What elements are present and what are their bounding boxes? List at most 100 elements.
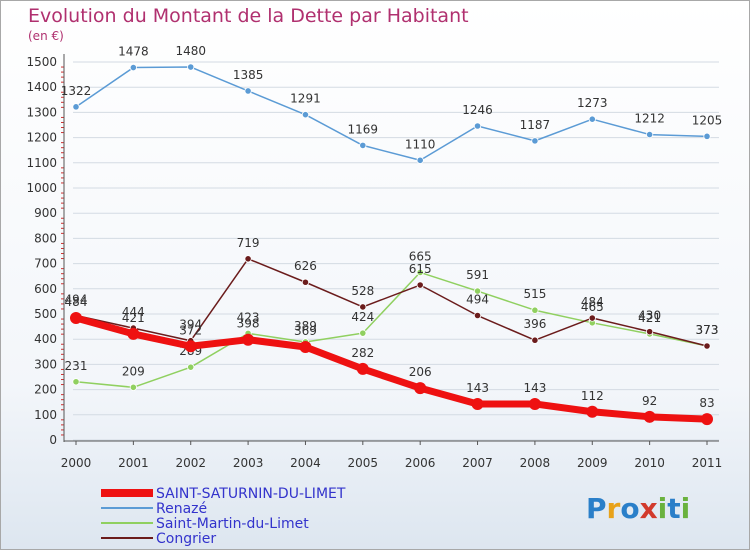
data-label: 112 (581, 389, 604, 403)
x-tick-label: 2004 (290, 456, 321, 470)
x-tick-label: 2007 (462, 456, 493, 470)
data-point (416, 156, 424, 164)
data-point (184, 340, 197, 353)
data-label: 1291 (290, 92, 321, 106)
y-tick-label: 1200 (26, 131, 57, 145)
data-label: 373 (696, 323, 719, 337)
series-line (75, 271, 708, 389)
data-label: 83 (699, 396, 714, 410)
data-point (473, 311, 482, 320)
data-label: 1110 (405, 137, 436, 151)
y-tick-label: 1100 (26, 156, 57, 170)
data-point (187, 363, 195, 371)
data-point (359, 303, 367, 311)
y-tick-label: 800 (34, 231, 57, 245)
y-tick-label: 900 (34, 206, 57, 220)
x-tick-label: 2008 (520, 456, 551, 470)
data-label: 615 (409, 262, 432, 276)
logo-letter: P (586, 492, 607, 525)
y-tick-label: 0 (49, 433, 57, 447)
data-label: 143 (523, 381, 546, 395)
data-point (242, 333, 255, 346)
series-0: 484 421 372 398 369 282 206 143 143 112 92 83 (65, 295, 715, 426)
data-point (416, 281, 424, 289)
data-point (703, 132, 711, 140)
data-point (414, 382, 427, 395)
series-line (75, 258, 708, 347)
data-point (187, 63, 195, 71)
data-label: 369 (294, 324, 317, 338)
data-label: 398 (237, 317, 260, 331)
data-point (129, 63, 137, 72)
series-2: 231209289423389424665591515465421373 (65, 249, 719, 391)
data-label: 719 (237, 236, 260, 250)
y-tick-label: 500 (34, 307, 57, 321)
data-point (531, 306, 539, 314)
y-tick-label: 300 (34, 357, 57, 371)
data-point (72, 378, 80, 386)
data-label: 421 (122, 311, 145, 325)
x-tick-label: 2003 (233, 456, 264, 470)
x-tick-label: 2000 (61, 456, 92, 470)
y-tick-label: 1000 (26, 181, 57, 195)
data-label: 282 (351, 346, 374, 360)
logo-letter: t (667, 492, 680, 525)
data-label: 494 (65, 293, 88, 307)
logo-letter: o (620, 492, 639, 525)
data-label: 373 (696, 323, 719, 337)
data-point (301, 278, 310, 286)
x-tick-label: 2002 (175, 456, 206, 470)
x-tick-label: 2009 (577, 456, 608, 470)
data-label: 665 (409, 249, 432, 263)
logo-letter: x (640, 492, 658, 525)
x-tick-label: 2011 (692, 456, 723, 470)
data-label: 528 (351, 284, 374, 298)
series-1: 1322 1478 1480 1385 1291 1169 1110 1246 1187 1273… (61, 44, 723, 164)
data-label: 430 (638, 309, 661, 323)
data-point (127, 327, 140, 340)
legend-label: Saint-Martin-du-Limet (156, 516, 309, 532)
y-tick-label: 100 (34, 408, 57, 422)
data-point (129, 383, 137, 391)
data-point (299, 341, 312, 354)
data-label: 591 (466, 268, 489, 282)
data-label: 1385 (233, 68, 264, 82)
data-label: 423 (237, 310, 260, 324)
data-label: 626 (294, 259, 317, 273)
data-label: 1205 (692, 113, 723, 127)
x-tick-label: 2006 (405, 456, 436, 470)
data-point (416, 268, 424, 277)
data-point (531, 137, 539, 145)
data-label: 515 (523, 287, 546, 301)
y-tick-label: 600 (34, 282, 57, 296)
data-label: 394 (179, 318, 202, 332)
x-tick-label: 2005 (348, 456, 379, 470)
y-tick-label: 200 (34, 383, 57, 397)
data-label: 424 (351, 310, 374, 324)
x-tick-label: 2001 (118, 456, 149, 470)
data-label: 444 (122, 305, 145, 319)
data-label: 231 (65, 359, 88, 373)
data-point (70, 312, 82, 325)
chart-unit-label: (en €) (28, 29, 64, 43)
data-point (643, 410, 656, 423)
data-label: 1478 (118, 45, 149, 59)
data-point (528, 397, 541, 410)
data-point (359, 329, 367, 337)
data-point (72, 103, 80, 111)
data-point (301, 111, 310, 119)
data-label: 484 (65, 295, 88, 309)
data-label: 465 (581, 300, 604, 314)
data-label: 1322 (61, 84, 92, 98)
data-point (471, 397, 484, 410)
y-tick-label: 400 (34, 332, 57, 346)
data-label: 143 (466, 381, 489, 395)
proxiti-logo: Proxiti (586, 492, 690, 525)
chart-title: Evolution du Montant de la Dette par Hab… (28, 5, 469, 27)
y-tick-label: 1400 (26, 80, 57, 94)
logo-letter: r (607, 492, 621, 525)
data-point (703, 342, 711, 350)
logo-letter: i (658, 492, 668, 525)
data-label: 1273 (577, 96, 608, 110)
